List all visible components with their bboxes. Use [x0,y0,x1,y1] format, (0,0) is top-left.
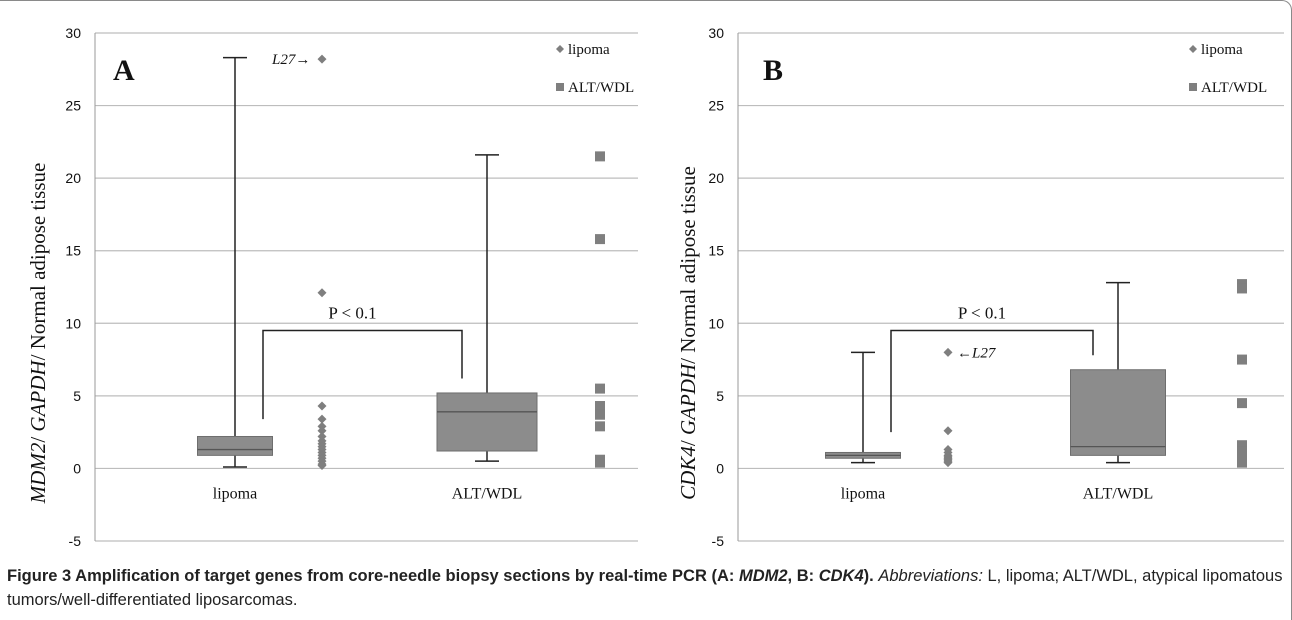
chart-panel-b: -5 0 5 10 15 20 25 30 lipoma ALT/WDL lipoma ALT/WDL… [676,25,1284,549]
y-axis-label-part: GAPDH [26,359,50,432]
significance-bracket [890,329,1094,433]
x-category-label: lipoma [213,485,257,502]
data-point-diamond [317,461,327,471]
data-point-diamond [317,414,327,424]
y-tick-label: 15 [708,243,724,259]
y-tick-label: -5 [69,533,82,549]
x-category-label: ALT/WDL [1083,485,1154,502]
y-tick-label: 15 [65,243,81,259]
y-axis-label: MDM2/ GAPDH/ Normal adipose tissue [26,163,50,505]
data-point-square [1237,446,1247,457]
data-point-square [595,151,605,162]
data-point-square [595,409,605,420]
y-axis-label-part: / [26,432,50,443]
caption-title: Figure 3 Amplification of target genes f… [7,567,874,585]
data-point-diamond [317,401,327,411]
y-tick-label: 0 [716,460,724,476]
y-axis-label-part: / Normal adipose tissue [676,166,700,364]
y-tick-label: 0 [73,460,81,476]
y-tick-label: 25 [65,98,81,114]
y-axis-label-part: CDK4 [676,446,700,500]
data-point-square [595,383,605,394]
box-lipoma [197,435,273,456]
y-axis-label-part: MDM2 [26,442,50,504]
caption-abbreviations-text: L, lipoma; ALT/WDL, atypical lipomatous … [7,567,1283,609]
data-point-square [595,457,605,468]
legend: lipoma ALT/WDL [556,42,634,96]
legend-label-lipoma: lipoma [1201,42,1243,58]
y-axis-label-part: / [676,435,700,446]
data-point-square [595,234,605,245]
data-point-square [595,421,605,432]
box-alt-wdl [436,392,538,452]
data-point-square [1237,283,1247,294]
y-tick-label: 20 [708,170,724,186]
y-tick-label: 30 [65,25,81,41]
legend: lipoma ALT/WDL [1189,42,1267,96]
legend-marker-square [1189,83,1197,91]
data-point-square [1237,398,1247,409]
data-point-diamond [943,347,953,357]
data-point-diamond [317,426,327,436]
legend-label-alt-wdl: ALT/WDL [568,80,634,96]
y-tick-label: -5 [712,533,725,549]
data-point-square [1237,451,1247,462]
y-tick-label: 5 [716,388,724,404]
data-point-square [1237,457,1247,468]
y-tick-label: 10 [708,315,724,331]
y-tick-label: 20 [65,170,81,186]
y-tick-label: 25 [708,98,724,114]
panel-label: A [113,54,135,87]
significance-bracket [262,329,463,420]
legend-marker-diamond [556,45,564,53]
data-point-diamond [317,288,327,298]
outlier-label: L27→ [271,52,310,68]
x-category-label: ALT/WDL [452,485,523,502]
data-point-diamond [943,458,953,468]
caption-abbreviations-label: Abbreviations: [878,567,983,585]
data-point-diamond [317,54,327,64]
legend-marker-square [556,83,564,91]
data-point-square [1237,354,1247,365]
data-point-diamond [943,426,953,436]
y-axis-label-part: / Normal adipose tissue [26,163,50,361]
y-axis-label: CDK4/ GAPDH/ Normal adipose tissue [676,166,700,500]
data-point-square [1237,440,1247,451]
x-category-label: lipoma [841,485,885,502]
y-tick-label: 30 [708,25,724,41]
box-alt-wdl [1070,369,1166,456]
legend-label-alt-wdl: ALT/WDL [1201,80,1267,96]
y-axis-label-part: GAPDH [676,362,700,435]
legend-label-lipoma: lipoma [568,42,610,58]
panel-label: B [763,54,783,87]
outlier-label: ←L27 [957,345,997,361]
figure-caption: Figure 3 Amplification of target genes f… [7,564,1285,612]
y-tick-label: 10 [65,315,81,331]
figure-canvas: -5 0 5 10 15 20 25 30 lipoma ALT/WDL lipoma ALT/WDL… [26,25,1284,549]
chart-panel-a: -5 0 5 10 15 20 25 30 lipoma ALT/WDL lipoma ALT/WDL… [26,25,638,549]
pvalue-label: P < 0.1 [328,304,376,323]
legend-marker-diamond [1189,45,1197,53]
y-tick-label: 5 [73,388,81,404]
pvalue-label: P < 0.1 [958,304,1006,323]
